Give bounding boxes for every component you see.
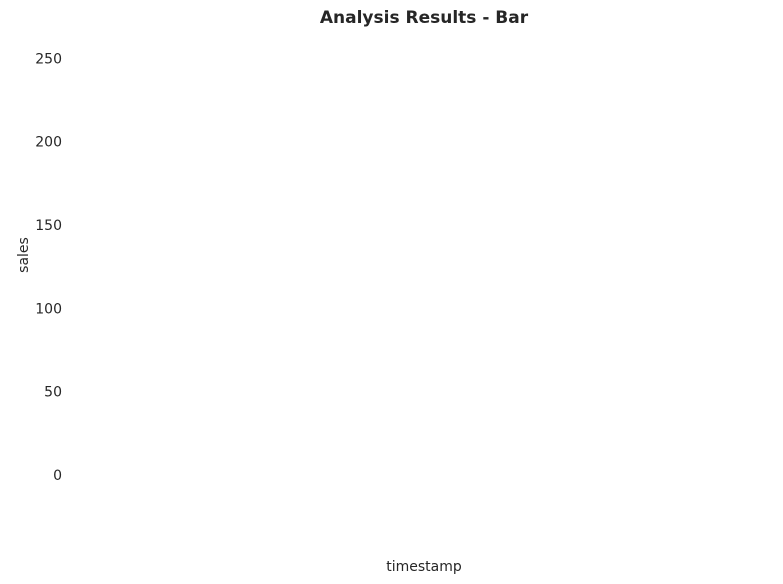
y-tick-label: 250 — [35, 51, 62, 67]
y-axis: 0 50 100 150 200 250 — [35, 51, 62, 484]
y-tick-label: 50 — [44, 385, 62, 401]
y-tick-label: 0 — [53, 468, 62, 484]
y-tick-label: 200 — [35, 135, 62, 151]
y-tick-label: 100 — [35, 301, 62, 317]
y-axis-label: sales — [16, 237, 32, 273]
y-tick-label: 150 — [35, 218, 62, 234]
x-axis-label: timestamp — [386, 559, 462, 575]
chart-title: Analysis Results - Bar — [320, 8, 529, 28]
